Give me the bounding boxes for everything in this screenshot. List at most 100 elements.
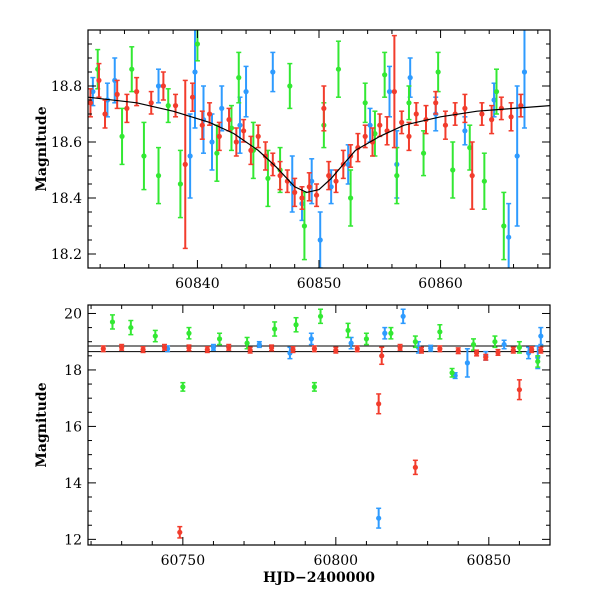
bottom-green-point-9: [311, 381, 318, 392]
data-point-marker: [516, 344, 523, 350]
data-point-marker: [418, 347, 425, 353]
data-point-marker: [345, 327, 351, 334]
top-y-axis-label: Magnitude: [34, 106, 50, 191]
data-point-marker: [483, 354, 489, 360]
top-blue-point-21: [407, 57, 413, 98]
top-green-point-29: [493, 68, 500, 115]
top-red-point-36: [384, 116, 390, 146]
bottom-red-point-20: [455, 347, 461, 355]
bottom-green-point-11: [345, 322, 351, 339]
data-point-marker: [313, 192, 320, 198]
top-green-point-10: [236, 51, 242, 104]
top-model-curve: [88, 96, 550, 194]
bottom-red-point-25: [516, 379, 523, 401]
bottom-y-tick-label: 14: [64, 476, 82, 492]
top-green-point-28: [481, 152, 487, 210]
bottom-blue-point-4: [308, 332, 314, 346]
bottom-blue-point-2: [256, 340, 262, 349]
bottom-red-point-18: [418, 346, 425, 354]
bottom-red-point-13: [354, 345, 360, 353]
data-point-marker: [290, 347, 296, 353]
data-point-marker: [272, 326, 278, 332]
top-x-tick-label: 60850: [297, 276, 342, 292]
data-point-marker: [516, 387, 523, 393]
bottom-red-point-11: [311, 345, 318, 353]
data-point-marker: [489, 117, 495, 123]
bottom-x-tick-label: 60850: [467, 553, 512, 569]
top-x-tick-label: 60860: [418, 276, 463, 292]
top-red-point-5: [134, 76, 140, 107]
top-axes-layer: 60840 60850 60860 18.2 18.4 18.6 18.8: [51, 29, 550, 292]
top-green-point-6: [177, 149, 183, 219]
top-red-point-2: [102, 99, 108, 129]
data-point-marker: [328, 184, 334, 190]
bottom-blue-point-1: [210, 343, 217, 351]
data-point-marker: [399, 119, 405, 125]
bottom-y-tick-label: 20: [64, 306, 82, 322]
data-point-marker: [187, 153, 193, 159]
bottom-blue-point-5: [348, 336, 354, 350]
data-point-marker: [306, 184, 312, 190]
data-point-marker: [165, 103, 171, 109]
bottom-red-point-14: [376, 393, 382, 415]
top-data-layer: [88, 30, 550, 268]
bottom-red-point-19: [437, 345, 443, 353]
top-red-point-18: [255, 124, 261, 149]
top-series-green: [95, 30, 507, 261]
data-point-marker: [255, 133, 261, 139]
bottom-red-point-12: [333, 346, 339, 354]
top-red-point-27: [321, 85, 327, 132]
bottom-y-tick-label: 12: [64, 532, 82, 548]
top-red-point-23: [292, 177, 298, 208]
top-green-point-21: [382, 51, 388, 98]
data-point-marker: [182, 161, 188, 167]
bottom-red-point-24: [510, 346, 516, 354]
top-blue-point-14: [309, 158, 315, 205]
bottom-series-green: [109, 308, 541, 392]
data-point-marker: [420, 150, 427, 156]
top-red-point-3: [114, 79, 120, 110]
top-blue-point-9: [237, 96, 243, 154]
data-point-marker: [100, 346, 106, 352]
data-point-marker: [292, 189, 298, 195]
data-point-marker: [180, 384, 186, 390]
data-point-marker: [172, 103, 179, 109]
data-point-marker: [348, 195, 354, 201]
top-red-point-8: [172, 93, 179, 118]
top-x-tick-label: 60840: [175, 276, 220, 292]
data-point-marker: [209, 139, 215, 145]
bottom-red-point-0: [100, 345, 106, 353]
bottom-green-point-12: [363, 332, 370, 346]
top-plot-frame: [87, 29, 551, 269]
data-point-marker: [400, 313, 406, 319]
top-blue-point-15: [317, 211, 323, 268]
data-point-marker: [214, 150, 220, 156]
data-point-marker: [345, 161, 351, 167]
data-point-marker: [268, 345, 275, 351]
data-point-marker: [160, 83, 166, 89]
data-point-marker: [437, 329, 443, 335]
data-point-marker: [152, 333, 158, 339]
data-point-marker: [317, 237, 323, 243]
data-point-marker: [437, 346, 443, 352]
bottom-green-point-17: [470, 338, 477, 351]
bottom-red-point-2: [140, 346, 146, 354]
top-blue-point-19: [386, 65, 393, 118]
top-red-point-21: [277, 160, 283, 191]
top-y-tick-label: 18.4: [51, 191, 82, 207]
top-blue-point-24: [491, 82, 497, 118]
data-point-marker: [372, 131, 378, 137]
bottom-blue-point-12: [464, 348, 470, 378]
top-green-point-17: [335, 40, 342, 98]
top-red-point-11: [199, 110, 205, 140]
top-green-point-18: [348, 169, 354, 227]
data-point-marker: [450, 167, 456, 173]
top-green-point-23: [406, 85, 412, 121]
bottom-plot-frame: [87, 304, 551, 546]
data-point-marker: [119, 344, 125, 350]
top-red-point-40: [413, 102, 419, 126]
top-panel: 60840 60850 60860 18.2 18.4 18.6 18.8 Magnitud…: [34, 29, 551, 292]
data-point-marker: [388, 330, 394, 336]
data-point-marker: [433, 100, 439, 106]
